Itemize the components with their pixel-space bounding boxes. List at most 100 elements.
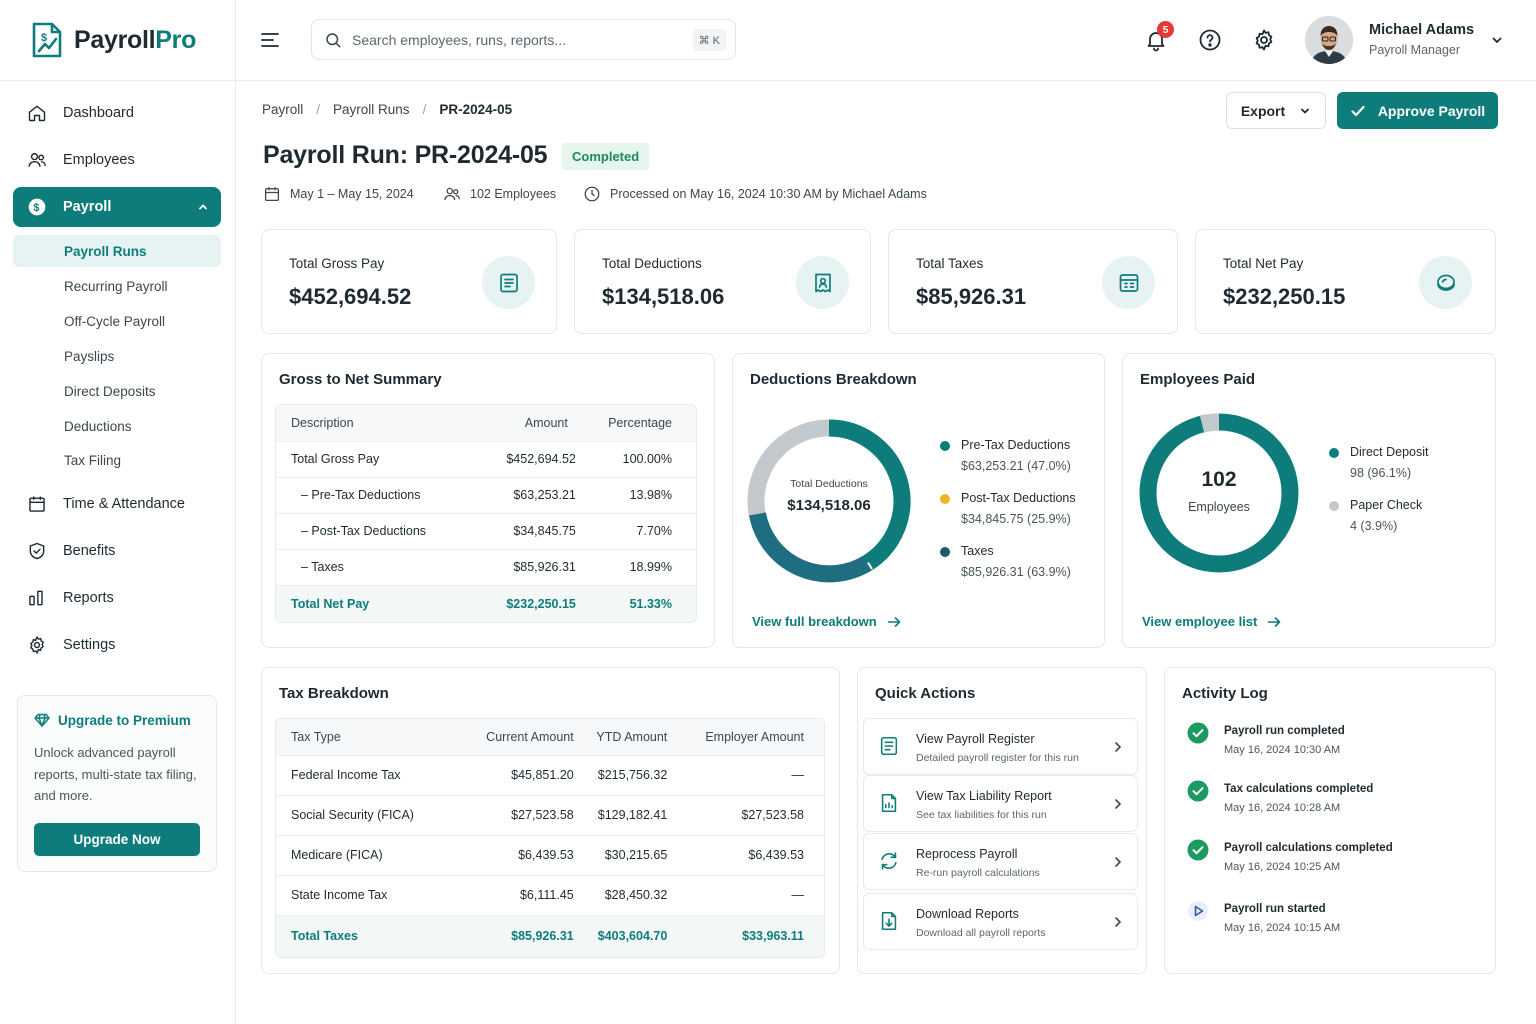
search-bar[interactable]: ⌘ K <box>311 19 736 60</box>
legend-dot <box>940 441 950 451</box>
breadcrumb-item[interactable]: Payroll Runs <box>333 102 410 117</box>
upgrade-title: Upgrade to Premium <box>58 712 191 728</box>
panel-title: Activity Log <box>1182 685 1268 702</box>
table-total-row: Total Net Pay $232,250.15 51.33% <box>276 585 696 622</box>
donut-center-value: 102 <box>1201 468 1237 491</box>
kpi-card-deductions: Total Deductions $134,518.06 <box>574 229 871 334</box>
chevron-right-icon <box>1115 799 1122 809</box>
table-cell: — <box>667 875 824 916</box>
table-cell: Federal Income Tax <box>276 755 459 796</box>
chevron-up-icon[interactable] <box>197 201 209 213</box>
table-cell: $85,926.31 <box>480 549 576 586</box>
sidebar-item-employees[interactable]: Employees <box>13 140 221 180</box>
table-cell: Total Taxes <box>276 915 459 957</box>
legend-label: Post-Tax Deductions <box>961 491 1076 505</box>
pay-period-text: May 1 – May 15, 2024 <box>290 187 414 201</box>
table-cell: Total Net Pay <box>276 585 481 622</box>
quick-action-view-payroll-register[interactable]: View Payroll Register Detailed payroll r… <box>863 718 1138 775</box>
menu-icon[interactable] <box>258 28 282 52</box>
chevron-right-icon <box>1115 917 1122 927</box>
users-icon <box>28 153 46 167</box>
arrow-right-icon <box>887 616 901 627</box>
sidebar-subitem-tax-filing[interactable]: Tax Filing <box>64 452 122 468</box>
kpi-label: Total Gross Pay <box>289 256 385 271</box>
table-cell: Medicare (FICA) <box>276 835 459 876</box>
approve-payroll-button[interactable]: Approve Payroll <box>1337 92 1498 129</box>
sidebar-item-label: Reports <box>63 590 114 606</box>
view-full-breakdown-link[interactable]: View full breakdown <box>752 614 901 629</box>
export-button[interactable]: Export <box>1226 92 1326 129</box>
receipt-person-icon <box>814 273 831 292</box>
breadcrumb-current: PR-2024-05 <box>439 102 513 117</box>
bar-chart-icon <box>29 590 43 606</box>
clock-icon <box>584 186 600 202</box>
payroll-logo-icon: $ <box>32 22 62 58</box>
document-list-icon <box>499 273 518 292</box>
status-badge: Completed <box>562 143 650 170</box>
breadcrumb-separator: / <box>422 102 427 117</box>
legend-dot <box>940 547 950 557</box>
table-cell: 18.99% <box>575 549 696 586</box>
sidebar-item-dashboard[interactable]: Dashboard <box>13 93 221 133</box>
chevron-down-icon[interactable] <box>1490 33 1504 47</box>
sidebar-subitem-payroll-runs[interactable]: Payroll Runs <box>13 235 221 267</box>
donut-segment-paper-check <box>1199 413 1220 433</box>
table-header-row: Description Amount Percentage <box>276 405 696 442</box>
avatar[interactable] <box>1305 16 1353 64</box>
column-header: Percentage <box>575 405 696 442</box>
sidebar-item-time-attendance[interactable]: Time & Attendance <box>13 484 221 524</box>
table-cell: – Post-Tax Deductions <box>276 513 481 550</box>
sidebar-item-settings[interactable]: Settings <box>13 625 221 665</box>
download-icon <box>881 911 897 931</box>
table-cell: $63,253.21 <box>480 477 576 514</box>
upgrade-text: Unlock advanced payroll reports, multi-s… <box>34 745 197 803</box>
sidebar-subitem-direct-deposits[interactable]: Direct Deposits <box>64 383 156 399</box>
sidebar-item-payroll[interactable]: $ Payroll <box>13 187 221 227</box>
help-icon[interactable] <box>1198 28 1222 52</box>
table-cell: $232,250.15 <box>480 585 576 622</box>
employee-count: 102 Employees <box>443 185 556 203</box>
sidebar-subitem-deductions[interactable]: Deductions <box>64 418 132 434</box>
export-label: Export <box>1240 102 1286 119</box>
activity-title: Tax calculations completed <box>1224 783 1374 795</box>
sidebar-subitem-payslips[interactable]: Payslips <box>64 348 115 364</box>
kpi-card-taxes: Total Taxes $85,926.31 <box>888 229 1178 334</box>
table-cell: $27,523.58 <box>667 795 824 836</box>
sidebar-item-benefits[interactable]: Benefits <box>13 531 221 571</box>
breadcrumb: Payroll / Payroll Runs / PR-2024-05 <box>262 102 512 117</box>
deductions-breakdown-panel: Deductions Breakdown Total Deductions $1… <box>732 353 1105 648</box>
table-row: Social Security (FICA) $27,523.58 $129,1… <box>276 795 824 836</box>
table-header-row: Tax Type Current Amount YTD Amount Emplo… <box>276 719 824 756</box>
table-row: – Pre-Tax Deductions $63,253.21 13.98% <box>276 477 696 514</box>
sidebar-subitem-recurring-payroll[interactable]: Recurring Payroll <box>64 278 168 294</box>
quick-action-title: View Payroll Register <box>916 732 1035 746</box>
tax-breakdown-panel: Tax Breakdown Tax Type Current Amount YT… <box>261 667 840 974</box>
app-logo[interactable]: $ PayrollPro <box>30 20 196 60</box>
legend-dot <box>940 494 950 504</box>
view-employee-list-link[interactable]: View employee list <box>1142 614 1281 629</box>
table-cell: 13.98% <box>575 477 696 514</box>
breadcrumb-item[interactable]: Payroll <box>262 102 304 117</box>
approve-label: Approve Payroll <box>1377 102 1486 119</box>
employees-paid-panel: Employees Paid 102 Employees Direct Depo… <box>1122 353 1496 648</box>
sidebar-item-reports[interactable]: Reports <box>13 578 221 618</box>
diamond-icon <box>34 713 50 727</box>
quick-action-download-reports[interactable]: Download Reports Download all payroll re… <box>863 893 1138 950</box>
table-cell: – Pre-Tax Deductions <box>276 477 481 514</box>
settings-gear-icon[interactable] <box>1252 28 1276 52</box>
column-header: Current Amount <box>458 719 574 756</box>
quick-action-view-tax-liability-report[interactable]: View Tax Liability Report See tax liabil… <box>863 775 1138 832</box>
quick-action-desc: Re-run payroll calculations <box>916 867 1040 879</box>
activity-time: May 16, 2024 10:15 AM <box>1224 922 1341 934</box>
search-input[interactable] <box>352 31 682 48</box>
panel-title: Tax Breakdown <box>279 685 389 702</box>
deductions-donut-chart <box>747 419 911 583</box>
quick-action-reprocess-payroll[interactable]: Reprocess Payroll Re-run payroll calcula… <box>863 833 1138 890</box>
table-cell: $45,851.20 <box>458 755 574 796</box>
upgrade-now-button[interactable]: Upgrade Now <box>34 823 200 856</box>
table-cell: $27,523.58 <box>458 795 574 836</box>
donut-center-label: Total Deductions <box>790 478 868 490</box>
table-cell: Total Gross Pay <box>276 441 481 478</box>
sidebar-subitem-off-cycle-payroll[interactable]: Off-Cycle Payroll <box>64 313 166 329</box>
check-circle-icon <box>1187 839 1209 861</box>
